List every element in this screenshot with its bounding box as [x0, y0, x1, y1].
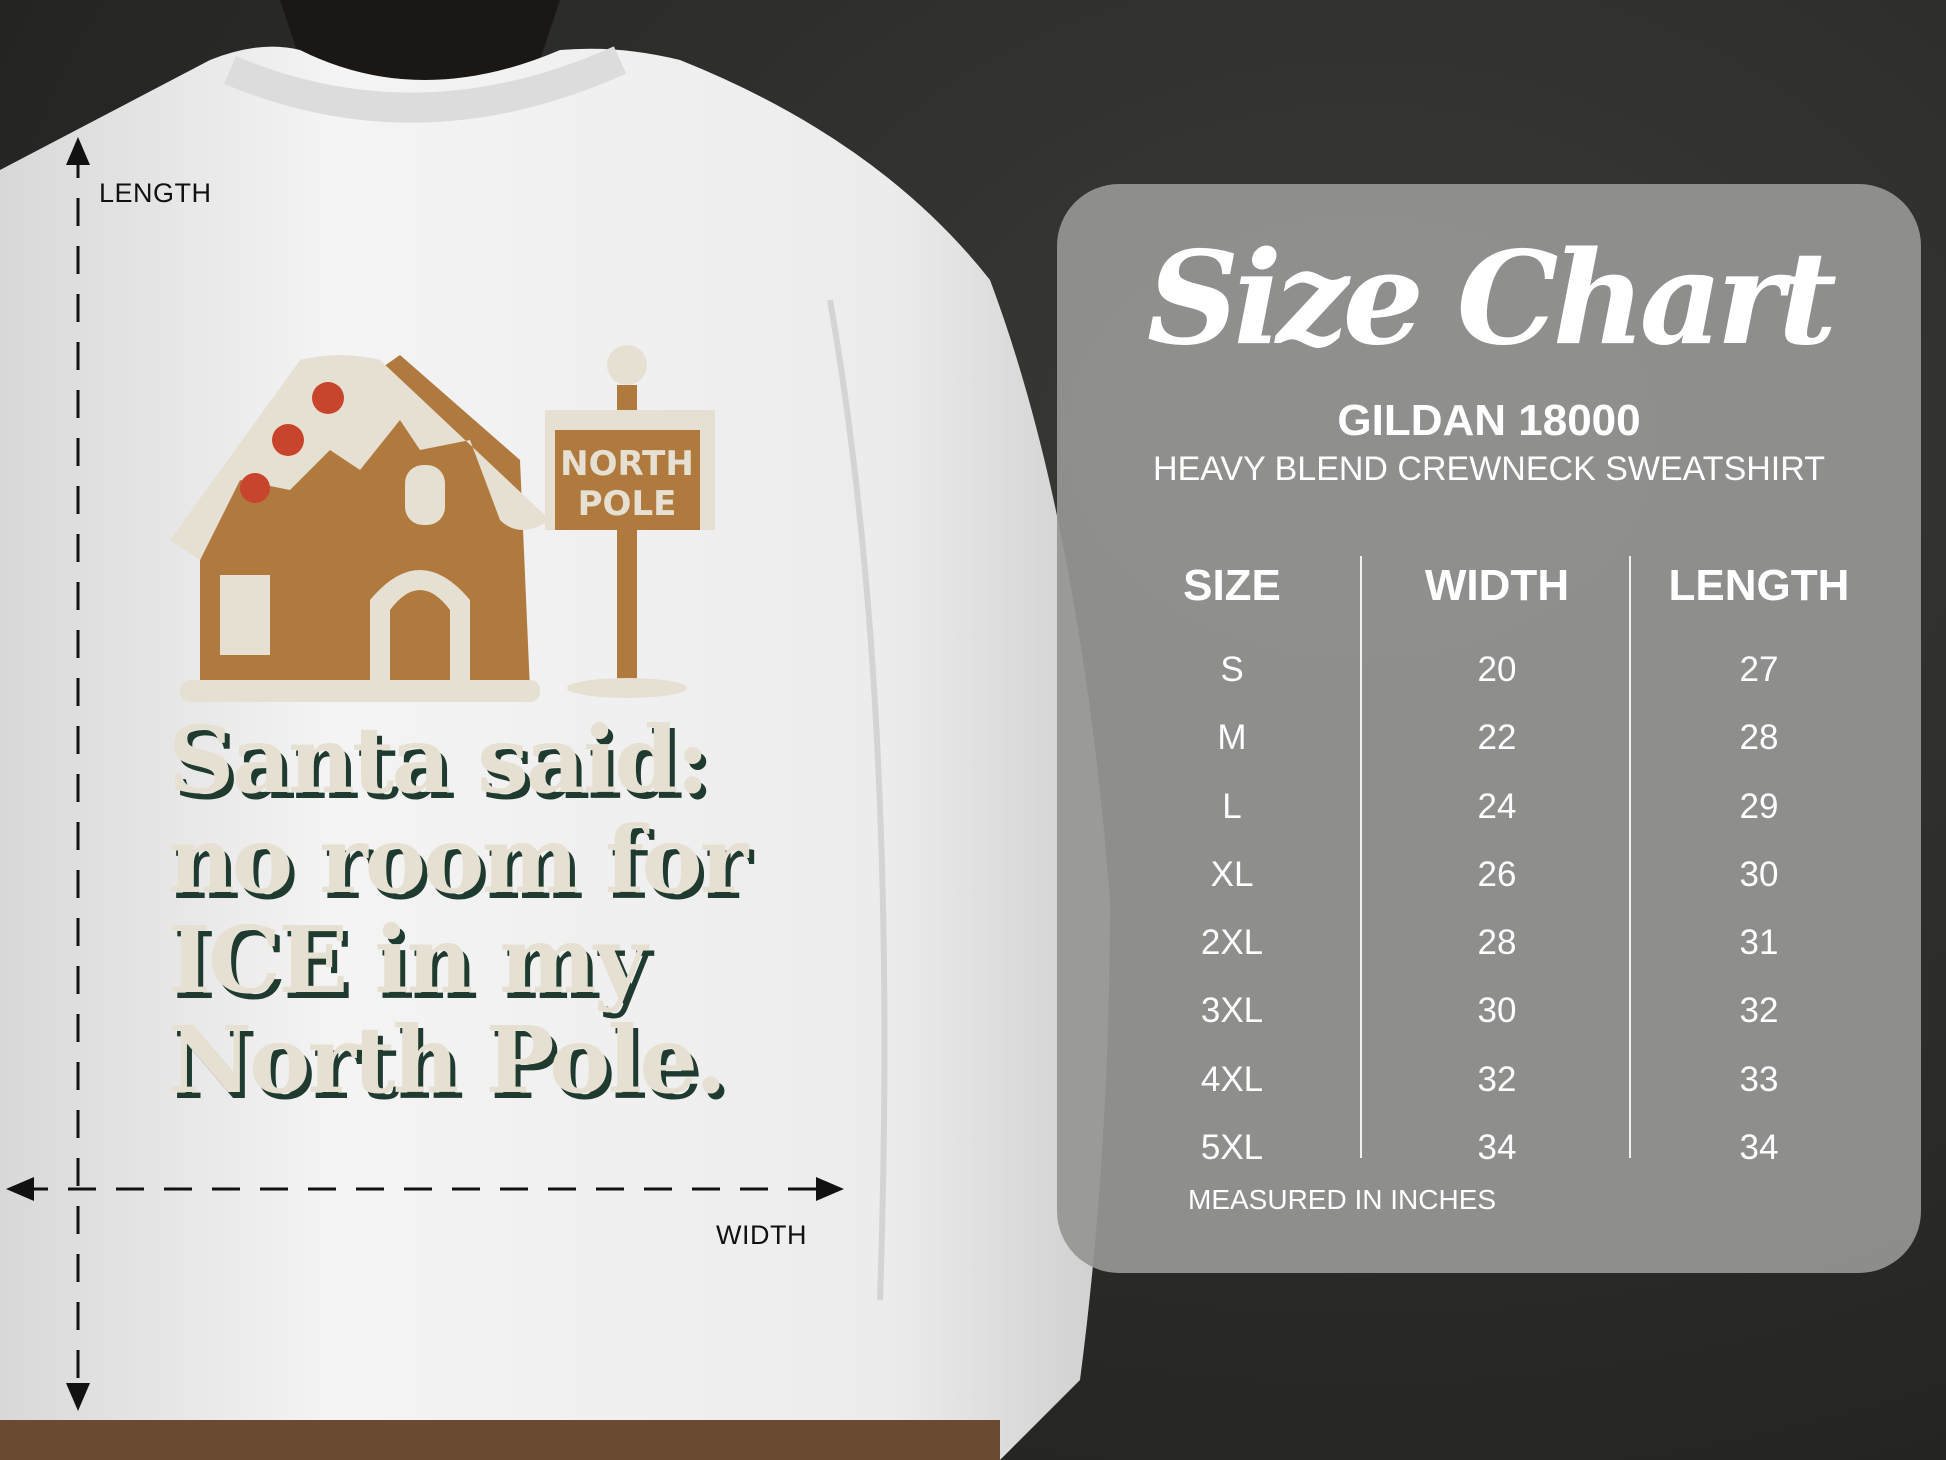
- length-cell: 29: [1739, 786, 1779, 826]
- size-cell: 2XL: [1200, 923, 1264, 963]
- column-divider: [1360, 556, 1362, 1158]
- size-cell: M: [1217, 718, 1247, 758]
- arrow-up-icon: [66, 137, 90, 165]
- size-cell: 3XL: [1200, 991, 1264, 1031]
- slogan-line: no room for: [168, 806, 748, 914]
- length-cell: 28: [1739, 718, 1779, 758]
- width-cell: 20: [1477, 650, 1517, 689]
- arrow-right-icon: [816, 1177, 844, 1201]
- width-column: WIDTH 20 22 24 26 28 30 32 34: [1367, 556, 1627, 1182]
- width-arrow: [6, 1177, 844, 1201]
- arrow-down-icon: [66, 1383, 90, 1411]
- candy-dot: [240, 473, 270, 503]
- column-header: LENGTH: [1668, 561, 1850, 610]
- brand-model: GILDAN 18000: [1337, 396, 1641, 445]
- width-cell: 34: [1477, 1128, 1517, 1168]
- column-divider: [1629, 556, 1631, 1158]
- arrow-left-icon: [6, 1177, 34, 1201]
- gingerbread-house: [170, 355, 550, 702]
- product-name: HEAVY BLEND CREWNECK SWEATSHIRT: [1153, 450, 1825, 488]
- length-column: LENGTH 27 28 29 30 31 32 33 34: [1629, 556, 1889, 1182]
- size-cell: 4XL: [1200, 1059, 1264, 1099]
- size-cell: S: [1220, 650, 1244, 689]
- window: [220, 575, 270, 655]
- length-arrow: [66, 137, 90, 1411]
- size-column: SIZE S M L XL 2XL 3XL 4XL 5XL: [1102, 556, 1362, 1182]
- length-cell: 33: [1739, 1059, 1779, 1099]
- length-cell: 34: [1739, 1128, 1779, 1168]
- width-cell: 28: [1477, 923, 1517, 963]
- candy-dot: [312, 382, 344, 414]
- width-cell: 30: [1477, 991, 1517, 1031]
- window: [405, 465, 445, 525]
- slogan-text: Santa said: no room for ICE in my North …: [168, 706, 748, 1114]
- width-cell: 24: [1477, 786, 1517, 826]
- measurement-note: MEASURED IN INCHES: [1188, 1184, 1497, 1215]
- length-cell: 31: [1739, 923, 1779, 963]
- column-header: WIDTH: [1424, 561, 1570, 610]
- slogan-line: North Pole.: [168, 1006, 727, 1114]
- size-chart-card: Size Chart GILDAN 18000 HEAVY BLEND CREW…: [1057, 184, 1921, 1273]
- width-cell: 22: [1477, 718, 1517, 758]
- slogan-line: ICE in my: [168, 906, 647, 1014]
- width-cell: 26: [1477, 854, 1517, 894]
- length-cell: 27: [1739, 650, 1779, 689]
- head-beard: [280, 0, 560, 85]
- chart-title: Size Chart: [1146, 224, 1837, 374]
- sign-line-2: POLE: [578, 484, 677, 524]
- door: [390, 590, 450, 690]
- size-cell: L: [1222, 786, 1242, 826]
- length-cell: 30: [1739, 854, 1779, 894]
- candy-dot: [272, 424, 304, 456]
- slogan-line: Santa said:: [168, 706, 710, 814]
- north-pole-sign: NORTH POLE: [545, 345, 715, 698]
- width-label: WIDTH: [716, 1220, 807, 1250]
- size-cell: XL: [1210, 854, 1254, 894]
- column-header: SIZE: [1183, 561, 1281, 610]
- length-label: LENGTH: [99, 178, 212, 208]
- size-cell: 5XL: [1200, 1128, 1264, 1168]
- width-cell: 32: [1477, 1059, 1517, 1099]
- sign-line-1: NORTH: [560, 444, 694, 484]
- length-cell: 32: [1739, 991, 1779, 1031]
